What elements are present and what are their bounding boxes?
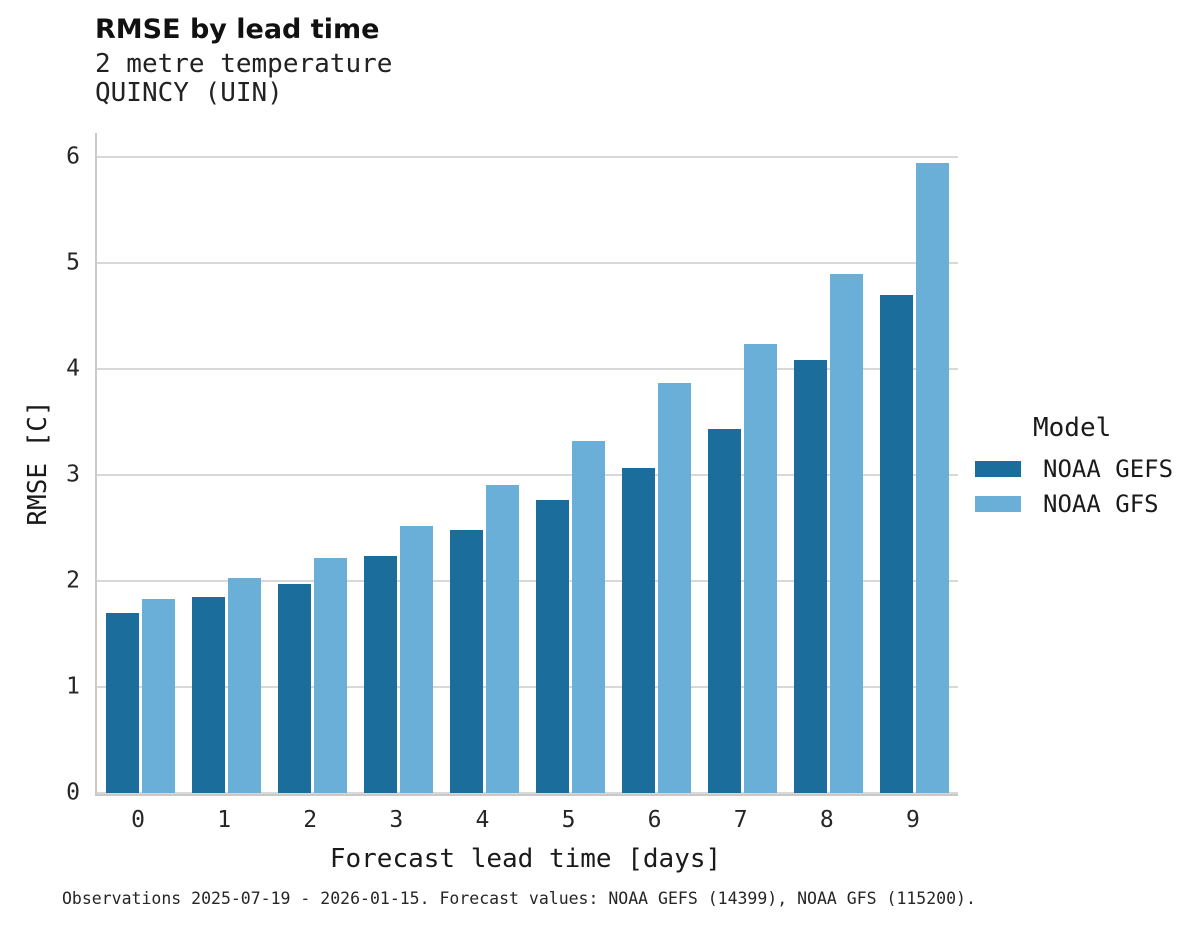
gridline bbox=[97, 686, 958, 689]
subtitle-variable: 2 metre temperature bbox=[95, 49, 393, 79]
gridline bbox=[97, 262, 958, 265]
x-tick-label: 6 bbox=[647, 807, 662, 833]
y-tick-labels: 0 1 2 3 4 5 6 bbox=[30, 133, 80, 804]
subtitle-station: QUINCY (UIN) bbox=[95, 78, 283, 108]
legend-label-noaa-gfs: NOAA GFS bbox=[1043, 489, 1159, 518]
bar-groups bbox=[97, 133, 958, 793]
bar-noaa-gfs bbox=[830, 273, 864, 793]
bar-noaa-gfs bbox=[916, 162, 950, 793]
chart-subtitle: 2 metre temperature QUINCY (UIN) bbox=[95, 50, 392, 108]
x-tick-label: 5 bbox=[561, 807, 576, 833]
bar-noaa-gefs bbox=[622, 467, 656, 793]
bar-noaa-gfs bbox=[141, 599, 175, 793]
bar-group bbox=[786, 133, 872, 793]
bar-noaa-gefs bbox=[277, 584, 311, 793]
legend-entry-noaa-gefs: NOAA GEFS bbox=[966, 451, 1173, 486]
legend-swatch-noaa-gefs bbox=[975, 460, 1021, 477]
bar-noaa-gfs bbox=[485, 484, 519, 793]
bar-noaa-gefs bbox=[191, 597, 225, 793]
bar-noaa-gefs bbox=[794, 359, 828, 793]
gridline bbox=[97, 474, 958, 477]
bar-noaa-gefs bbox=[536, 499, 570, 793]
gridline bbox=[97, 368, 958, 371]
x-tick-label: 3 bbox=[389, 807, 404, 833]
bar-noaa-gefs bbox=[449, 530, 483, 793]
bar-group bbox=[614, 133, 700, 793]
gridlines bbox=[97, 133, 958, 794]
x-tick-label: 9 bbox=[905, 807, 920, 833]
bar-group bbox=[183, 133, 269, 793]
x-tick-label: 7 bbox=[733, 807, 748, 833]
x-tick-label: 4 bbox=[475, 807, 490, 833]
x-tick-label: 2 bbox=[303, 807, 318, 833]
legend-title: Model bbox=[1033, 413, 1112, 443]
bar-noaa-gfs bbox=[658, 383, 692, 793]
legend: Model NOAA GEFS NOAA GFS bbox=[966, 412, 1173, 521]
gridline bbox=[97, 156, 958, 159]
bar-noaa-gfs bbox=[744, 343, 778, 793]
plot-area bbox=[95, 133, 958, 796]
gridline bbox=[97, 792, 958, 794]
bar-noaa-gfs bbox=[313, 557, 347, 793]
y-tick-label: 0 bbox=[66, 779, 80, 806]
bar-group bbox=[269, 133, 355, 793]
bar-group bbox=[527, 133, 613, 793]
bar-noaa-gfs bbox=[227, 577, 261, 793]
legend-swatch-noaa-gfs bbox=[975, 495, 1021, 512]
bar-group bbox=[700, 133, 786, 793]
x-tick-label: 1 bbox=[217, 807, 232, 833]
chart-title: RMSE by lead time bbox=[95, 14, 380, 45]
y-tick-label: 1 bbox=[66, 673, 80, 700]
y-tick-label: 5 bbox=[66, 249, 80, 276]
bar-group bbox=[355, 133, 441, 793]
y-tick-label: 4 bbox=[66, 355, 80, 382]
y-tick-label: 6 bbox=[66, 143, 80, 170]
y-tick-label: 3 bbox=[66, 461, 80, 488]
x-axis-title: Forecast lead time [days] bbox=[329, 844, 722, 874]
gridline bbox=[97, 580, 958, 583]
bar-noaa-gfs bbox=[399, 526, 433, 793]
bar-group bbox=[97, 133, 183, 793]
bar-group bbox=[872, 133, 958, 793]
footnote: Observations 2025-07-19 - 2026-01-15. Fo… bbox=[62, 889, 976, 908]
bar-noaa-gefs bbox=[708, 428, 742, 793]
bar-noaa-gefs bbox=[363, 555, 397, 793]
x-tick-label: 0 bbox=[131, 807, 145, 833]
bar-noaa-gefs bbox=[880, 295, 914, 793]
legend-label-noaa-gefs: NOAA GEFS bbox=[1043, 454, 1174, 483]
y-tick-label: 2 bbox=[66, 567, 80, 594]
bar-noaa-gefs bbox=[105, 612, 139, 793]
x-tick-label: 8 bbox=[819, 807, 834, 833]
bar-group bbox=[441, 133, 527, 793]
legend-entry-noaa-gfs: NOAA GFS bbox=[966, 486, 1173, 521]
x-tick-labels: 0 1 2 3 4 5 6 7 8 9 bbox=[95, 807, 956, 833]
bar-noaa-gfs bbox=[572, 441, 606, 793]
